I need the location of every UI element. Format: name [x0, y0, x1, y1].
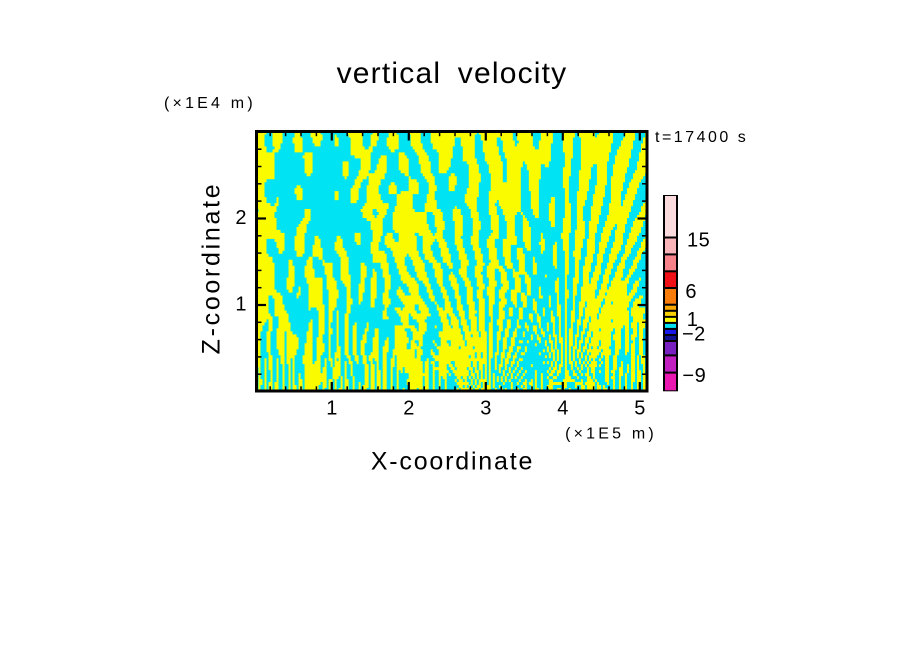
svg-text:vertical velocity: vertical velocity: [337, 57, 568, 90]
svg-text:4: 4: [557, 398, 568, 420]
svg-text:Z-coordinate: Z-coordinate: [198, 182, 226, 355]
svg-text:15: 15: [687, 230, 710, 252]
svg-text:5: 5: [634, 398, 645, 420]
svg-text:2: 2: [235, 207, 246, 229]
svg-text:3: 3: [480, 398, 491, 420]
svg-text:t=17400 s: t=17400 s: [655, 129, 748, 146]
svg-text:2: 2: [403, 398, 414, 420]
svg-text:1: 1: [235, 294, 246, 316]
svg-text:1: 1: [687, 309, 699, 331]
svg-text:1: 1: [326, 398, 337, 420]
svg-text:X-coordinate: X-coordinate: [371, 448, 534, 476]
svg-text:(×1E4 m): (×1E4 m): [164, 95, 256, 112]
svg-text:−2: −2: [682, 323, 706, 345]
svg-text:−9: −9: [682, 365, 706, 387]
svg-text:(×1E5 m): (×1E5 m): [565, 426, 657, 443]
svg-text:6: 6: [685, 281, 697, 303]
